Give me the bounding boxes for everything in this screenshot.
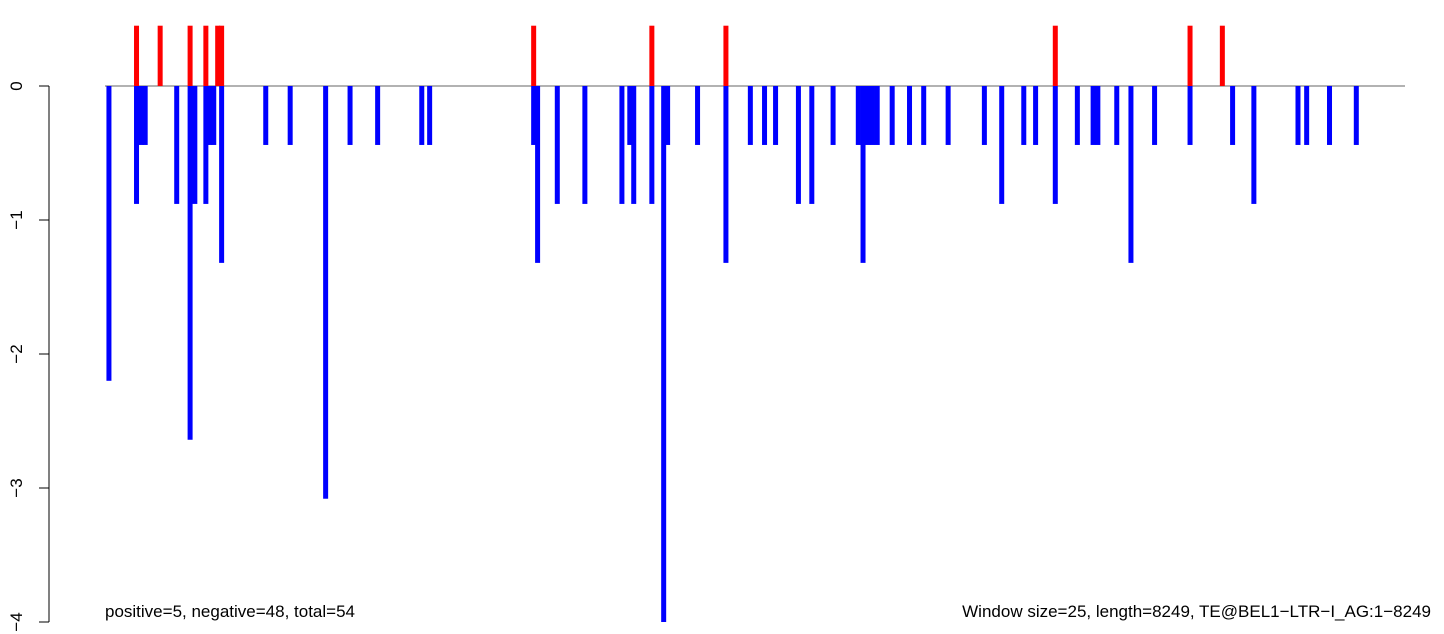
- negative-bar: [287, 86, 293, 145]
- negative-bar: [889, 86, 895, 145]
- positive-bar: [1219, 25, 1225, 86]
- positive-bar: [187, 25, 193, 86]
- negative-bar: [106, 86, 112, 381]
- negative-bar: [138, 86, 144, 145]
- negative-bar: [945, 86, 951, 145]
- negative-bar: [1295, 86, 1301, 145]
- negative-bar: [427, 86, 433, 145]
- negative-bar: [347, 86, 353, 145]
- positive-bar: [215, 25, 221, 86]
- negative-bar: [631, 86, 637, 204]
- negative-bar: [535, 86, 541, 263]
- bars: [106, 25, 1359, 622]
- negative-bar: [921, 86, 927, 145]
- negative-bar: [619, 86, 625, 204]
- negative-bar: [1114, 86, 1120, 145]
- negative-bar: [192, 86, 198, 204]
- negative-bar: [1128, 86, 1134, 263]
- positive-bar: [1187, 25, 1193, 86]
- negative-bar: [1187, 86, 1193, 145]
- negative-bar: [1353, 86, 1359, 145]
- negative-bar: [747, 86, 753, 145]
- negative-bar: [1033, 86, 1039, 145]
- negative-bar: [219, 86, 225, 263]
- negative-bar: [211, 86, 217, 145]
- negative-bar: [809, 86, 815, 204]
- negative-bar: [582, 86, 588, 204]
- positive-bar: [649, 25, 655, 86]
- negative-bar: [174, 86, 180, 204]
- y-tick-label: 0: [7, 81, 26, 90]
- negative-bar: [665, 86, 671, 145]
- right-annotation: Window size=25, length=8249, TE@BEL1−LTR…: [962, 602, 1431, 621]
- negative-bar: [203, 86, 209, 204]
- y-axis: 0 −1 −2 −3 −4: [7, 81, 50, 632]
- negative-bar: [134, 86, 140, 204]
- negative-bar: [865, 86, 871, 145]
- negative-bar: [263, 86, 269, 145]
- positive-bar: [723, 25, 729, 86]
- negative-bar: [830, 86, 836, 145]
- negative-bar: [869, 86, 875, 145]
- negative-bar: [981, 86, 987, 145]
- positive-bar: [1052, 25, 1058, 86]
- positive-bar: [157, 25, 163, 86]
- negative-bar: [860, 86, 866, 263]
- negative-bar: [773, 86, 779, 145]
- negative-bar: [649, 86, 655, 204]
- positive-bar: [531, 25, 537, 86]
- negative-bar: [142, 86, 148, 145]
- negative-bar: [1251, 86, 1257, 204]
- negative-bar: [661, 86, 667, 622]
- negative-bar: [187, 86, 193, 440]
- negative-bar: [1327, 86, 1333, 145]
- negative-bar: [627, 86, 633, 145]
- negative-bar: [323, 86, 329, 499]
- negative-bar: [1095, 86, 1101, 145]
- negative-bar: [907, 86, 913, 145]
- y-tick-label: −3: [7, 478, 26, 497]
- positive-bar: [203, 25, 209, 86]
- y-tick-label: −1: [7, 210, 26, 229]
- negative-bar: [375, 86, 381, 145]
- negative-bar: [1021, 86, 1027, 145]
- negative-bar: [874, 86, 880, 145]
- y-tick-label: −2: [7, 344, 26, 363]
- negative-bar: [1230, 86, 1236, 145]
- negative-bar: [1304, 86, 1310, 145]
- positive-bar: [134, 25, 140, 86]
- negative-bar: [762, 86, 768, 145]
- negative-bar: [795, 86, 801, 204]
- negative-bar: [723, 86, 729, 263]
- positive-bar: [219, 25, 225, 86]
- negative-bar: [1052, 86, 1058, 204]
- negative-bar: [207, 86, 213, 145]
- negative-bar: [531, 86, 537, 145]
- negative-bar: [1090, 86, 1096, 145]
- negative-bar: [1074, 86, 1080, 145]
- negative-bar: [1152, 86, 1158, 145]
- left-annotation: positive=5, negative=48, total=54: [105, 602, 355, 621]
- negative-bar: [999, 86, 1005, 204]
- y-tick-label: −4: [7, 612, 26, 631]
- negative-bar: [855, 86, 861, 145]
- negative-bar: [695, 86, 701, 145]
- negative-bar: [419, 86, 425, 145]
- negative-bar: [554, 86, 560, 204]
